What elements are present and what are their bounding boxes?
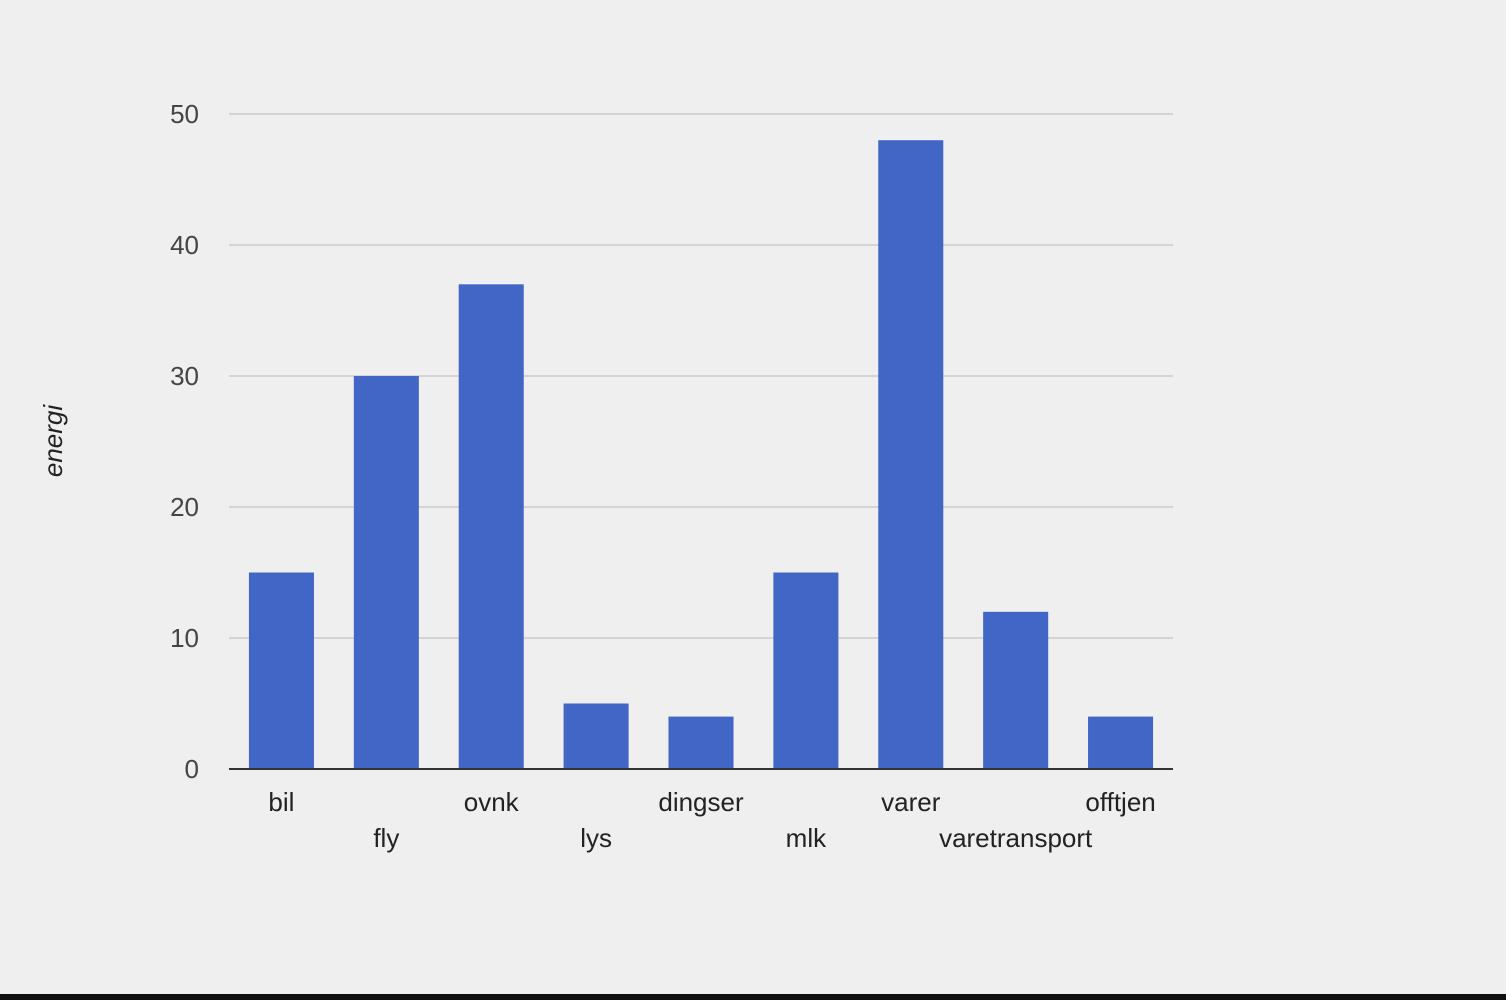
- bar-varer: [878, 140, 944, 769]
- bars: [248, 140, 1154, 769]
- x-tick-label: fly: [373, 823, 399, 853]
- y-tick-label: 0: [185, 754, 199, 784]
- bar-ovnk: [458, 284, 524, 769]
- bar-fly: [353, 376, 419, 769]
- y-tick-label: 50: [170, 99, 199, 129]
- bottom-border: [0, 994, 1506, 1000]
- y-tick-label: 30: [170, 361, 199, 391]
- bar-varetransport: [983, 611, 1049, 769]
- x-tick-label: lys: [580, 823, 612, 853]
- x-tick-label: mlk: [786, 823, 827, 853]
- x-tick-label: bil: [268, 787, 294, 817]
- y-tick-label: 40: [170, 230, 199, 260]
- y-tick-label: 10: [170, 623, 199, 653]
- bar-bil: [248, 572, 314, 769]
- x-tick-label: varetransport: [939, 823, 1093, 853]
- x-tick-label: dingser: [658, 787, 744, 817]
- bar-lys: [563, 703, 629, 769]
- bar-dingser: [668, 716, 734, 769]
- y-axis-title: energi: [38, 404, 68, 477]
- x-axis-labels: bil fly ovnk lys dingser mlk varer varetranspor…: [268, 787, 1155, 853]
- x-tick-label: ovnk: [464, 787, 520, 817]
- y-tick-label: 20: [170, 492, 199, 522]
- x-tick-label: varer: [881, 787, 941, 817]
- bar-mlk: [773, 572, 839, 769]
- bar-offtjen: [1088, 716, 1154, 769]
- x-tick-label: offtjen: [1085, 787, 1155, 817]
- y-axis-ticks: 0 10 20 30 40 50: [170, 99, 199, 784]
